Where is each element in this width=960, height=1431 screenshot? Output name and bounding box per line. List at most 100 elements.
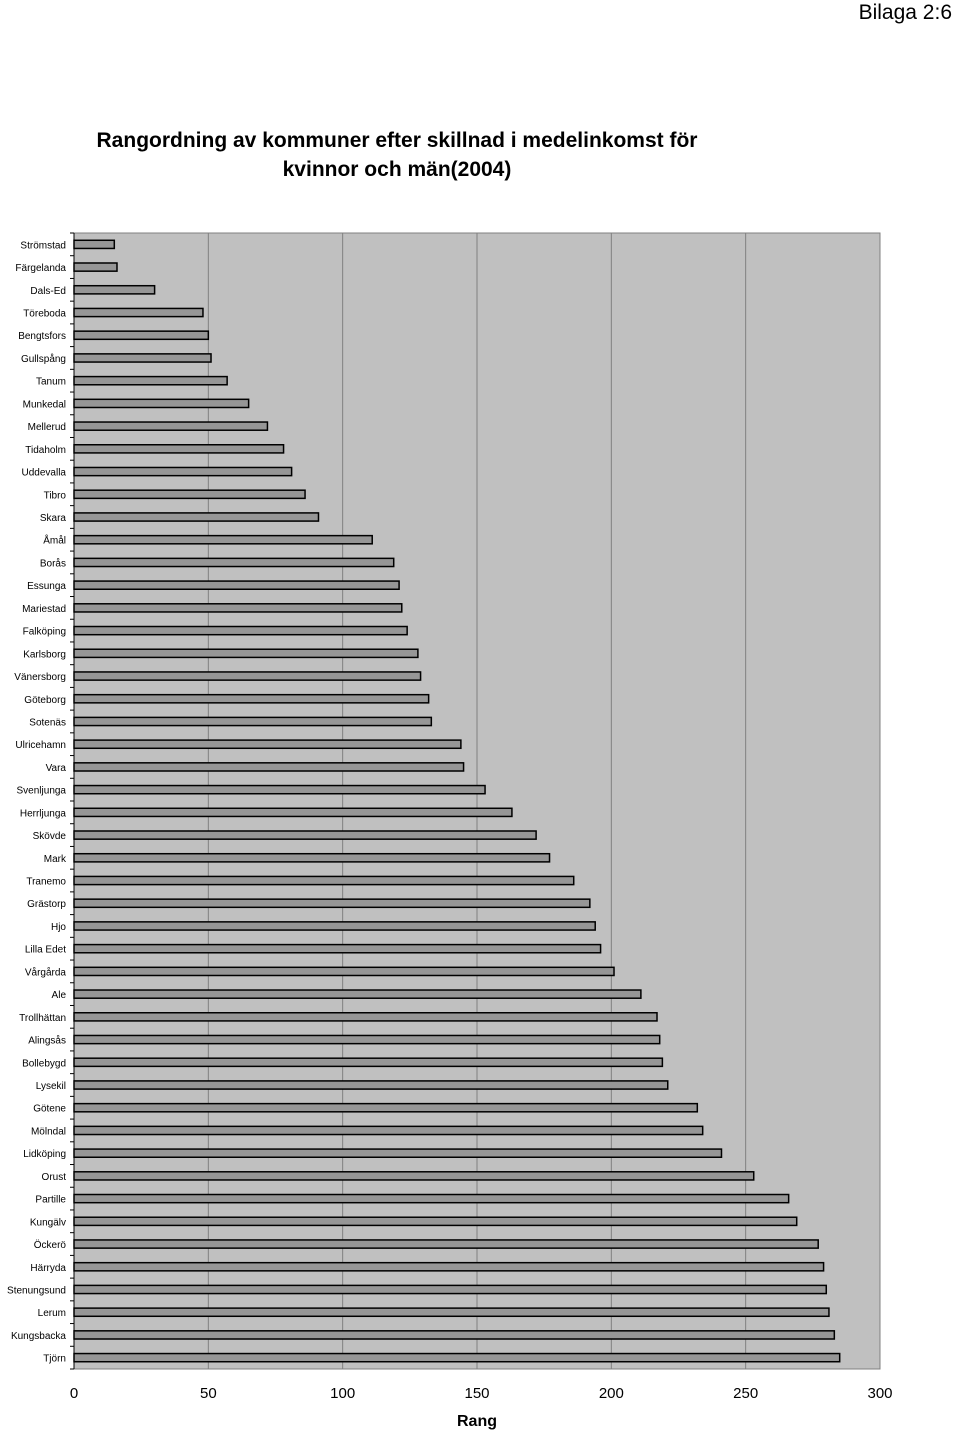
y-category-label: Svenljunga — [17, 786, 67, 797]
bar — [73, 762, 465, 772]
y-axis-ticks — [70, 232, 74, 1370]
y-category-label: Vara — [46, 763, 67, 774]
y-category-label: Ale — [52, 990, 67, 1001]
bar — [73, 421, 269, 431]
x-tick-label: 50 — [200, 1385, 217, 1402]
y-category-label: Lidköping — [23, 1149, 66, 1160]
y-category-label: Herrljunga — [20, 808, 67, 819]
bar — [73, 1352, 841, 1363]
y-category-label: Lilla Edet — [25, 945, 66, 956]
bar — [73, 852, 551, 863]
bar — [73, 557, 395, 568]
bar — [73, 648, 419, 659]
y-category-label: Lysekil — [36, 1081, 66, 1092]
bar — [73, 898, 591, 909]
y-category-label: Hjo — [51, 922, 66, 933]
x-tick-label: 0 — [70, 1385, 78, 1402]
y-category-label: Tidaholm — [25, 445, 66, 456]
bar — [73, 1102, 699, 1113]
y-category-label: Alingsås — [28, 1035, 66, 1047]
y-axis-labels: Strömstad Färgelanda Dals-Ed Töreboda Bengts… — [7, 240, 67, 1364]
bar — [73, 1125, 704, 1136]
bar — [73, 875, 575, 886]
y-category-label: Partille — [35, 1195, 66, 1206]
bar — [73, 625, 408, 636]
y-category-label: Åmål — [43, 534, 66, 547]
y-category-label: Uddevalla — [22, 468, 67, 479]
bar — [73, 580, 400, 590]
bar — [73, 1080, 669, 1090]
y-category-label: Bengtsfors — [18, 331, 66, 342]
bars — [73, 239, 841, 1363]
y-category-label: Kungälv — [30, 1217, 66, 1228]
bar — [73, 239, 116, 250]
bar — [73, 512, 320, 522]
y-category-label: Ulricehamn — [15, 740, 66, 751]
bar — [73, 989, 642, 999]
x-tick-label: 300 — [867, 1385, 892, 1402]
bar — [73, 921, 596, 931]
x-tick-label: 100 — [330, 1385, 355, 1402]
bar — [73, 830, 537, 840]
bar — [73, 398, 250, 409]
y-category-label: Mariestad — [22, 604, 66, 615]
y-category-label: Borås — [40, 557, 66, 569]
y-category-label: Trollhättan — [19, 1013, 66, 1024]
bar — [73, 1261, 825, 1272]
y-category-label: Strömstad — [20, 240, 66, 251]
bar — [73, 307, 204, 318]
x-axis-title: Rang — [457, 1413, 497, 1430]
bar — [73, 966, 615, 977]
y-category-label: Färgelanda — [15, 263, 66, 274]
bar — [73, 330, 210, 341]
bar — [73, 1284, 828, 1295]
y-category-label: Falköping — [23, 627, 66, 638]
bar — [73, 534, 373, 545]
y-category-label: Munkedal — [23, 399, 66, 410]
bar — [73, 262, 118, 272]
bar — [73, 693, 430, 704]
y-category-label: Dals-Ed — [30, 286, 66, 297]
bar — [73, 1012, 658, 1022]
y-category-label: Vårgårda — [25, 966, 67, 978]
bar — [73, 1148, 723, 1158]
bar — [73, 375, 228, 386]
bar — [73, 489, 306, 500]
y-category-label: Tjörn — [43, 1354, 66, 1365]
y-category-label: Öckerö — [34, 1239, 67, 1251]
y-category-label: Gullspång — [21, 353, 66, 365]
y-category-label: Skövde — [33, 831, 67, 842]
y-category-label: Orust — [42, 1172, 67, 1183]
x-tick-label: 200 — [599, 1385, 624, 1402]
bar — [73, 1171, 755, 1181]
bar — [73, 1057, 664, 1068]
bar — [73, 444, 285, 454]
bar — [73, 1216, 798, 1227]
bar — [73, 1330, 836, 1340]
bar — [73, 353, 212, 363]
y-category-label: Tanum — [36, 377, 66, 388]
y-category-label: Mölndal — [31, 1126, 66, 1137]
y-category-label: Stenungsund — [7, 1285, 66, 1296]
y-category-label: Bollebygd — [22, 1058, 66, 1069]
y-category-label: Sotenäs — [29, 717, 66, 728]
y-category-label: Göteborg — [24, 695, 66, 706]
x-axis-labels: 0 50 100 150 200 250 300 — [70, 1385, 893, 1402]
y-category-label: Mark — [44, 854, 67, 865]
y-category-label: Kungsbacka — [11, 1331, 66, 1342]
bar — [73, 807, 513, 818]
y-category-label: Tibro — [44, 490, 67, 501]
bar — [73, 284, 156, 295]
bar — [73, 1239, 819, 1249]
bar — [73, 716, 433, 727]
y-category-label: Mellerud — [28, 422, 66, 433]
bar — [73, 466, 293, 477]
y-category-label: Skara — [40, 513, 67, 524]
y-category-label: Essunga — [27, 581, 66, 592]
y-category-label: Götene — [33, 1104, 66, 1115]
bar — [73, 671, 422, 681]
y-category-label: Vänersborg — [14, 672, 66, 683]
bar — [73, 1193, 790, 1204]
x-tick-label: 250 — [733, 1385, 758, 1402]
